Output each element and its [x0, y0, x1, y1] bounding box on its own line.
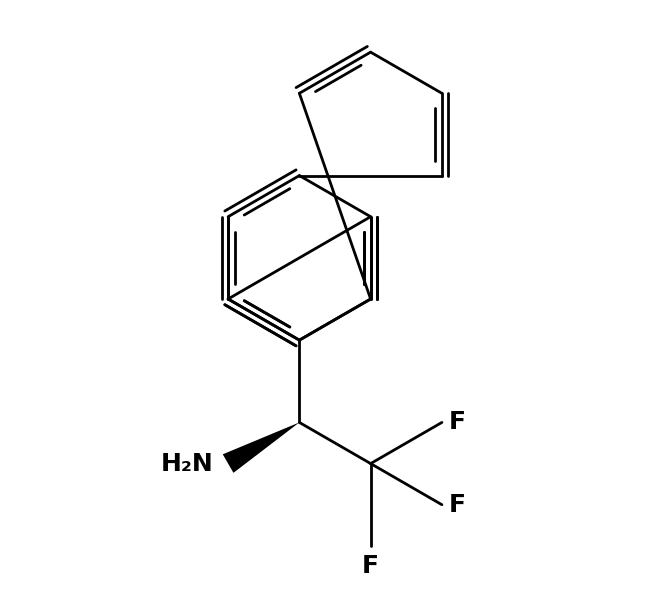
Text: H₂N: H₂N	[161, 451, 213, 475]
Polygon shape	[222, 422, 299, 473]
Text: F: F	[448, 493, 466, 517]
Text: F: F	[362, 554, 379, 578]
Text: F: F	[448, 410, 466, 434]
